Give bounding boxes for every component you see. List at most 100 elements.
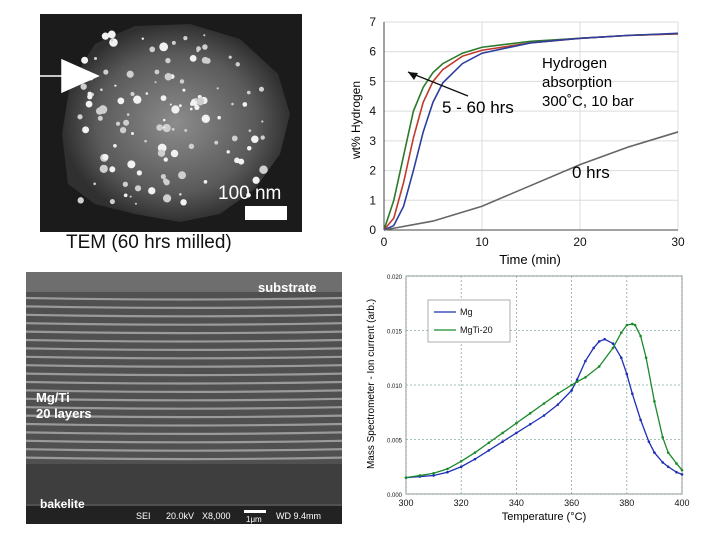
tem-speckle: [154, 69, 160, 75]
tem-speckle: [246, 90, 251, 95]
tem-speckle: [183, 35, 188, 41]
tem-speckle: [81, 56, 89, 64]
desorption-axes: 300 320 340 360 380 400 0.000 0.005 0.010 0.015 0.…: [387, 275, 690, 508]
sem-layer-line: [26, 305, 342, 309]
tem-speckle: [134, 185, 142, 192]
tem-speckle: [179, 193, 182, 196]
desorption-y-tick: 0.010: [387, 384, 403, 390]
tem-caption: TEM (60 hrs milled): [66, 232, 232, 253]
tem-speckle: [203, 34, 206, 37]
tem-speckle: [217, 115, 221, 120]
desorption-point: [473, 451, 477, 454]
tem-speckle: [179, 79, 185, 84]
desorption-point: [597, 340, 601, 343]
tem-speckle: [196, 97, 205, 106]
tem-speckle: [163, 126, 166, 129]
tem-speckle: [110, 39, 114, 42]
absorption-x-label: Time (min): [499, 252, 561, 267]
tem-speckle: [149, 46, 156, 53]
sem-label-mgti: Mg/Ti: [36, 390, 70, 405]
desorption-point: [611, 346, 615, 350]
tem-speckle: [202, 44, 208, 50]
sem-layer-line: [26, 389, 342, 393]
desorption-point: [556, 392, 560, 396]
desorption-point: [432, 471, 435, 475]
desorption-y-tick: 0.000: [387, 493, 403, 499]
desorption-point: [611, 342, 615, 345]
sem-info-sei: SEI: [136, 511, 151, 521]
desorption-x-tick: 340: [509, 498, 524, 508]
tem-speckle: [145, 92, 149, 95]
desorption-point: [661, 461, 664, 464]
absorption-x-tick: 30: [671, 235, 685, 249]
desorption-point: [459, 460, 463, 463]
desorption-point: [446, 467, 449, 471]
desorption-point: [633, 323, 637, 327]
desorption-point: [584, 359, 587, 363]
tem-speckle: [122, 181, 128, 187]
sem-layer-line: [26, 330, 342, 335]
tem-speckle: [109, 38, 118, 47]
sem-info-scale: 1μm: [246, 515, 262, 524]
absorption-y-tick: 5: [369, 74, 376, 88]
tem-speckle: [94, 56, 98, 60]
sem-layer-line: [26, 448, 342, 452]
desorption-x-label: Temperature (°C): [502, 511, 586, 523]
desorption-point: [631, 392, 634, 396]
pointer-arrow: [40, 58, 100, 94]
tem-speckle: [160, 173, 166, 180]
desorption-point: [592, 346, 595, 350]
tem-speckle: [196, 49, 200, 53]
tem-speckle: [100, 88, 103, 92]
scale-bar: [245, 206, 287, 220]
tem-image: 100 nm: [40, 14, 302, 232]
desorption-point: [515, 431, 518, 435]
absorption-series: [383, 32, 679, 231]
tem-speckle: [99, 164, 108, 173]
absorption-y-tick: 2: [369, 164, 376, 178]
tem-speckle: [226, 150, 230, 154]
desorption-legend: Mg MgTi-20: [427, 299, 511, 343]
sem-info-mag: X8,000: [202, 511, 231, 521]
tem-speckle: [260, 135, 265, 140]
desorption-point: [639, 418, 642, 422]
tem-speckle: [248, 129, 252, 132]
absorption-y-label: wt% Hydrogen: [349, 81, 363, 160]
tem-speckle: [235, 62, 240, 67]
tem-speckle: [156, 124, 164, 131]
tem-speckle: [169, 103, 172, 106]
desorption-point: [644, 356, 648, 360]
desorption-point: [556, 403, 560, 406]
tem-speckle: [127, 160, 136, 169]
tem-speckle: [163, 157, 168, 162]
absorption-y-tick: 6: [369, 45, 376, 59]
tem-speckle: [107, 30, 116, 39]
absorption-x-tick: 0: [381, 235, 388, 249]
desorption-point: [625, 323, 629, 327]
desorption-point: [647, 440, 651, 443]
tem-speckle: [102, 154, 109, 161]
desorption-point: [625, 372, 629, 376]
tem-speckle: [87, 91, 92, 97]
desorption-point: [501, 440, 504, 443]
tem-speckle: [129, 195, 132, 198]
sem-label-layers: 20 layers: [36, 406, 92, 421]
sem-info-kv: 20.0kV: [166, 511, 194, 521]
tem-speckle: [133, 95, 142, 104]
absorption-y-tick: 0: [369, 223, 376, 237]
desorption-point: [680, 468, 684, 472]
desorption-point: [680, 473, 684, 476]
desorption-y-tick: 0.020: [387, 275, 403, 281]
tem-particle: [62, 24, 290, 222]
desorption-point: [528, 412, 532, 415]
tem-speckle: [259, 165, 268, 175]
desorption-point: [501, 431, 504, 435]
tem-speckle: [201, 114, 210, 123]
tem-speckle: [203, 180, 208, 184]
tem-speckle: [189, 107, 193, 111]
desorption-point: [487, 441, 491, 445]
tem-speckle: [126, 70, 134, 78]
tem-speckle: [165, 57, 171, 64]
tem-speckle: [170, 149, 179, 158]
sem-image: substrate Mg/Ti 20 layers bakelite SEI 2…: [26, 272, 342, 524]
